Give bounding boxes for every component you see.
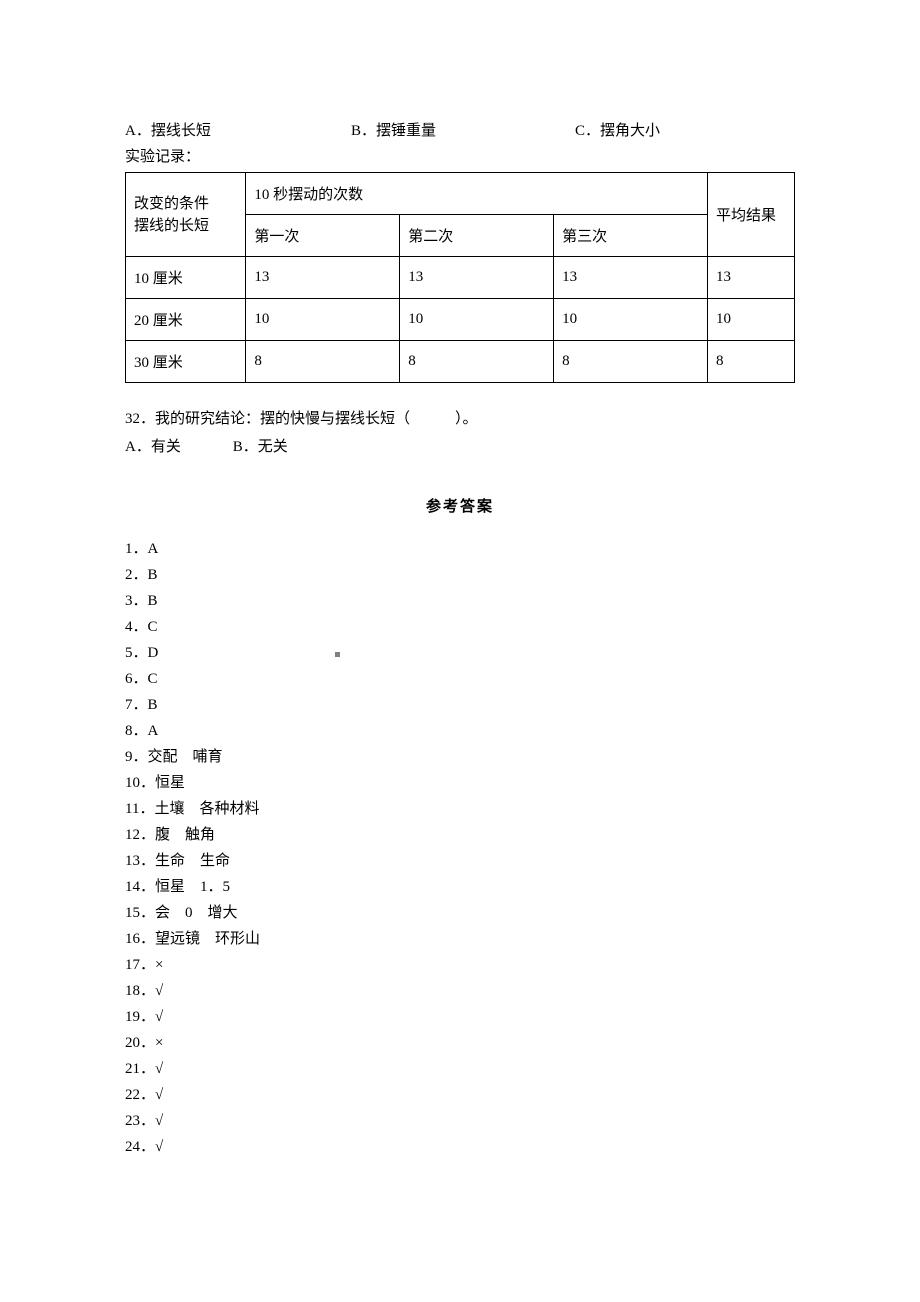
answer-item: 17．× — [125, 952, 795, 978]
cell-value: 10 — [400, 299, 554, 341]
answer-item: 2．B — [125, 562, 795, 588]
cell-value: 8 — [246, 341, 400, 383]
cell-value: 8 — [400, 341, 554, 383]
answer-item: 5．D — [125, 640, 795, 666]
header-condition-line1: 改变的条件 — [134, 196, 209, 212]
header-average: 平均结果 — [707, 173, 794, 257]
sub-header-1: 第一次 — [246, 215, 400, 257]
answer-item: 3．B — [125, 588, 795, 614]
answer-item: 6．C — [125, 666, 795, 692]
answer-item: 1．A — [125, 536, 795, 562]
answer-item: 24．√ — [125, 1134, 795, 1160]
answer-item: 18．√ — [125, 978, 795, 1004]
answers-title: 参考答案 — [125, 495, 795, 516]
answer-item: 21．√ — [125, 1056, 795, 1082]
answer-item: 12．腹 触角 — [125, 822, 795, 848]
cell-value: 13 — [400, 257, 554, 299]
cell-value: 13 — [554, 257, 708, 299]
table-row: 30 厘米 8 8 8 8 — [126, 341, 795, 383]
cell-value: 8 — [554, 341, 708, 383]
answer-item: 10．恒星 — [125, 770, 795, 796]
sub-header-2: 第二次 — [400, 215, 554, 257]
table-header-row-1: 改变的条件 摆线的长短 10 秒摆动的次数 平均结果 — [126, 173, 795, 215]
row-label: 30 厘米 — [126, 341, 246, 383]
cell-avg: 10 — [707, 299, 794, 341]
answer-item: 4．C — [125, 614, 795, 640]
experiment-record-label: 实验记录： — [125, 144, 795, 170]
q32-option-a: A．有关 — [125, 435, 229, 459]
row-label: 20 厘米 — [126, 299, 246, 341]
table-row: 10 厘米 13 13 13 13 — [126, 257, 795, 299]
sub-header-3: 第三次 — [554, 215, 708, 257]
answer-item: 7．B — [125, 692, 795, 718]
q32-option-b: B．无关 — [233, 439, 288, 455]
table-row: 20 厘米 10 10 10 10 — [126, 299, 795, 341]
answer-item: 19．√ — [125, 1004, 795, 1030]
question-32: 32．我的研究结论：摆的快慢与摆线长短（ ）。 — [125, 407, 795, 431]
answer-item: 9．交配 哺育 — [125, 744, 795, 770]
cell-avg: 13 — [707, 257, 794, 299]
experiment-table: 改变的条件 摆线的长短 10 秒摆动的次数 平均结果 第一次 第二次 第三次 1… — [125, 172, 795, 383]
answer-item: 20．× — [125, 1030, 795, 1056]
answer-item: 23．√ — [125, 1108, 795, 1134]
answer-item: 14．恒星 1．5 — [125, 874, 795, 900]
header-swing-count: 10 秒摆动的次数 — [246, 173, 708, 215]
option-c: C．摆角大小 — [575, 118, 660, 144]
header-condition-line2: 摆线的长短 — [134, 218, 209, 234]
option-a: A．摆线长短 — [125, 118, 351, 144]
mc-options-row: A．摆线长短 B．摆锤重量 C．摆角大小 — [125, 118, 795, 144]
answers-list: 1．A 2．B 3．B 4．C 5．D 6．C 7．B 8．A 9．交配 哺育 … — [125, 536, 795, 1160]
answer-item: 22．√ — [125, 1082, 795, 1108]
cell-value: 10 — [554, 299, 708, 341]
answer-item: 8．A — [125, 718, 795, 744]
decorative-dot — [335, 652, 340, 657]
cell-value: 10 — [246, 299, 400, 341]
cell-value: 13 — [246, 257, 400, 299]
answer-item: 11．土壤 各种材料 — [125, 796, 795, 822]
option-b: B．摆锤重量 — [351, 118, 575, 144]
header-condition: 改变的条件 摆线的长短 — [126, 173, 246, 257]
row-label: 10 厘米 — [126, 257, 246, 299]
answer-item: 13．生命 生命 — [125, 848, 795, 874]
answer-item: 15．会 0 增大 — [125, 900, 795, 926]
question-32-options: A．有关 B．无关 — [125, 435, 795, 459]
cell-avg: 8 — [707, 341, 794, 383]
answer-item: 16．望远镜 环形山 — [125, 926, 795, 952]
